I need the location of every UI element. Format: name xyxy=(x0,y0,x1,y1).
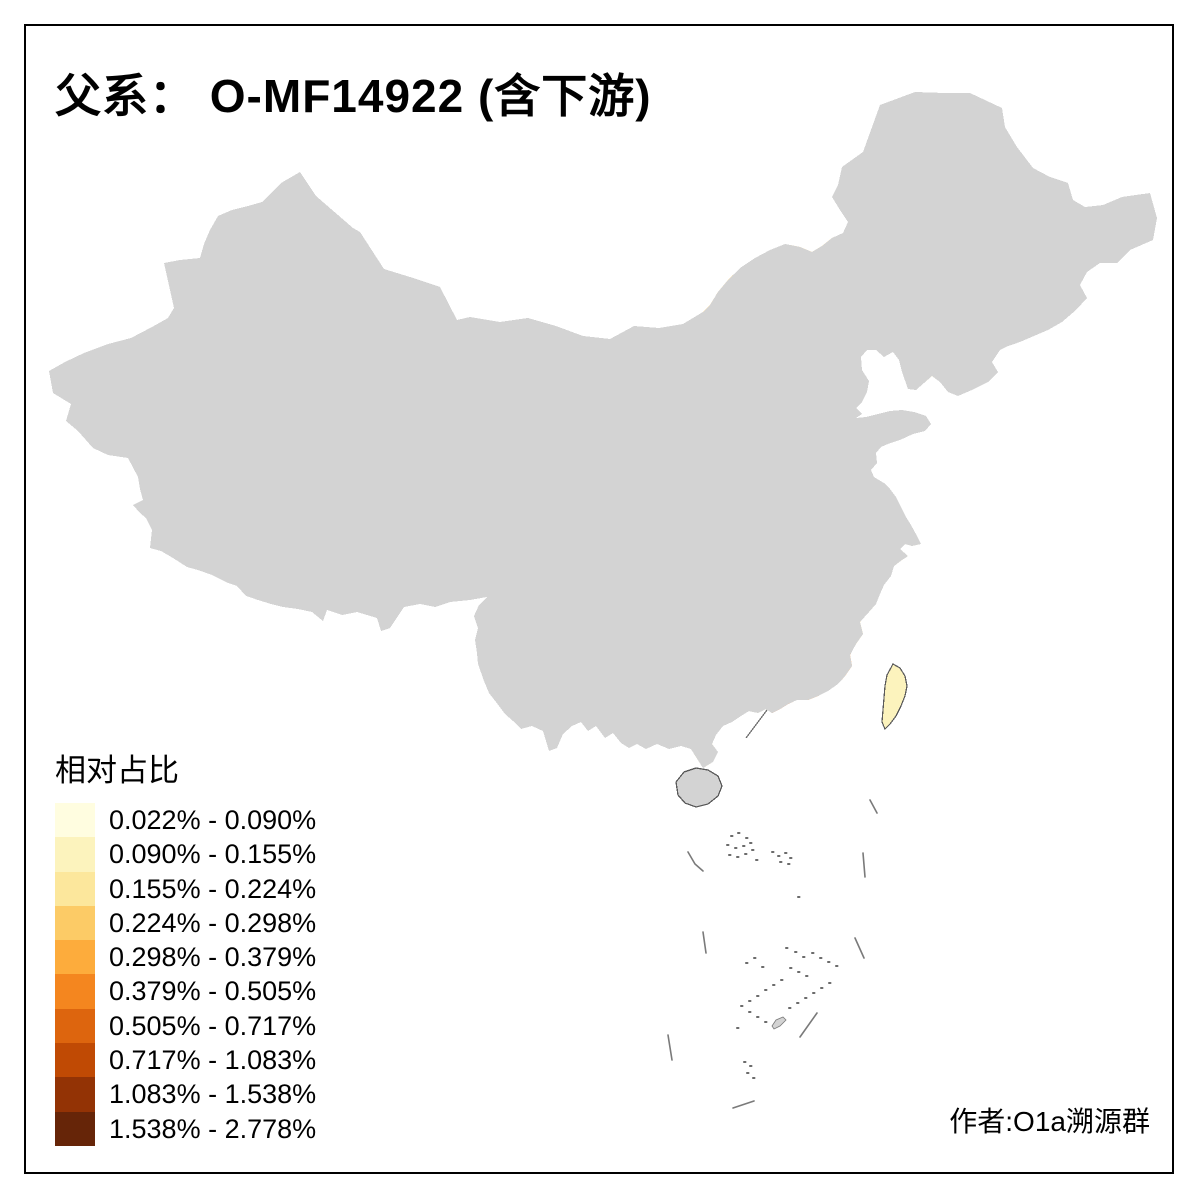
legend-swatch xyxy=(55,837,95,872)
legend-swatch xyxy=(55,974,95,1009)
legend-item: 0.090% - 0.155% xyxy=(55,837,317,872)
hainan-island xyxy=(675,767,723,808)
plot-frame xyxy=(24,24,1174,1174)
attribution: 作者:O1a溯源群 xyxy=(949,1106,1150,1137)
legend-item: 0.379% - 0.505% xyxy=(55,974,317,1009)
legend-label: 0.224% - 0.298% xyxy=(109,907,317,938)
legend-swatch xyxy=(55,1077,95,1112)
legend-swatch xyxy=(55,1008,95,1044)
legend-swatch xyxy=(55,1111,95,1146)
legend-item: 1.083% - 1.538% xyxy=(55,1077,317,1112)
sea-islands xyxy=(726,832,839,1079)
legend-label: 1.083% - 1.538% xyxy=(109,1079,317,1110)
legend-label: 1.538% - 2.778% xyxy=(109,1113,317,1144)
legend-label: 0.298% - 0.379% xyxy=(109,942,317,973)
legend-swatch xyxy=(55,1043,95,1078)
legend-label: 0.022% - 0.090% xyxy=(109,805,317,835)
legend-item: 0.505% - 0.717% xyxy=(55,1008,317,1044)
nine-dash-line xyxy=(667,799,878,1109)
legend-item: 0.298% - 0.379% xyxy=(55,940,317,975)
map-title: 父系： O-MF14922 (含下游) xyxy=(55,70,652,122)
legend-item: 0.022% - 0.090% xyxy=(55,803,317,838)
legend-swatch xyxy=(55,905,95,941)
itu-aba-islet xyxy=(771,1016,787,1030)
legend-title: 相对占比 xyxy=(55,753,179,788)
taiwan-island xyxy=(881,663,908,731)
legend-label: 0.155% - 0.224% xyxy=(109,873,317,904)
legend-swatch xyxy=(55,940,95,975)
legend-item: 0.224% - 0.298% xyxy=(55,905,317,941)
legend: 相对占比 0.022% - 0.090% 0.090% - 0.155% 0.155… xyxy=(55,752,316,1146)
legend-label: 0.505% - 0.717% xyxy=(109,1010,317,1041)
legend-item: 1.538% - 2.778% xyxy=(55,1111,317,1146)
legend-rows: 0.022% - 0.090% 0.090% - 0.155% 0.155% - 0… xyxy=(55,803,316,1146)
legend-item: 0.717% - 1.083% xyxy=(55,1043,317,1078)
legend-label: 0.717% - 1.083% xyxy=(109,1045,317,1076)
legend-label: 0.379% - 0.505% xyxy=(109,976,317,1007)
legend-swatch xyxy=(55,803,95,838)
legend-label: 0.090% - 0.155% xyxy=(109,839,317,870)
legend-swatch xyxy=(55,871,95,906)
legend-item: 0.155% - 0.224% xyxy=(55,871,317,906)
